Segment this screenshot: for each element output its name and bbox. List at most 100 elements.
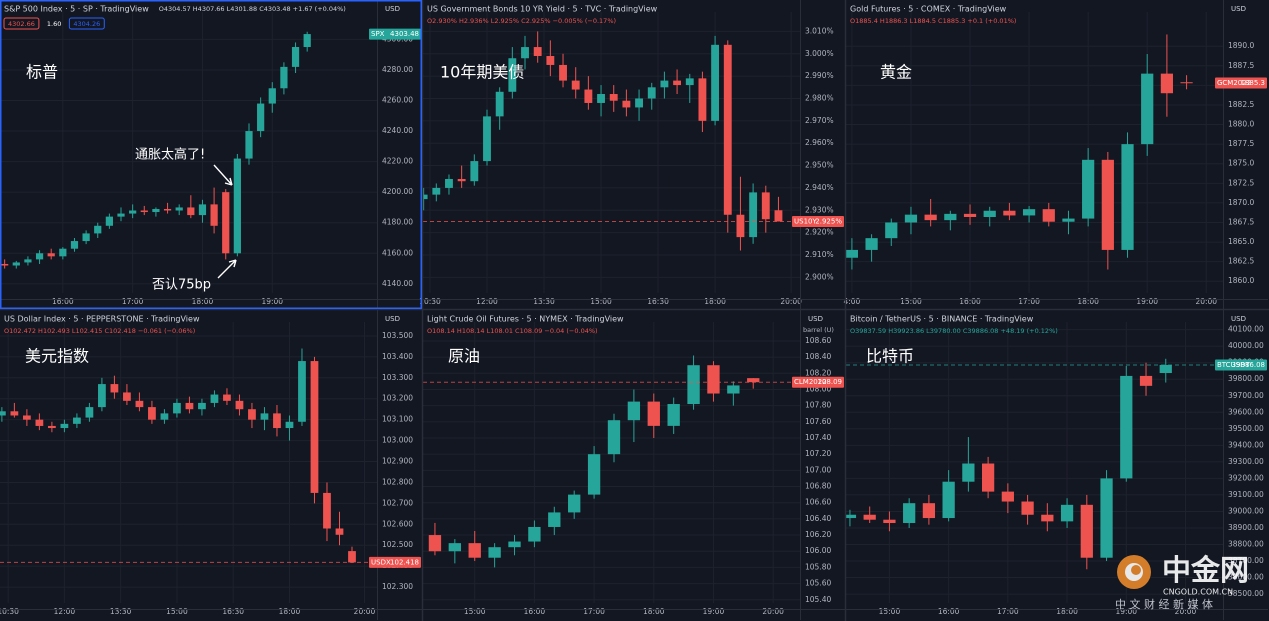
candles [846, 34, 1193, 270]
candle-body [922, 503, 936, 519]
active-panel-border [0, 0, 422, 309]
x-tick-label: 17:00 [1018, 297, 1040, 306]
candle-body [94, 225, 102, 234]
y-tick-label: 1872.5 [1228, 178, 1254, 187]
y-tick-label: 39000.00 [1228, 506, 1264, 515]
candle-body [222, 192, 230, 254]
ohlc-readout: O2.930% H2.936% L2.925% C2.925% −0.005% … [427, 17, 616, 25]
candle-body [291, 47, 300, 67]
price-tag-symbol: CLM2022 [794, 378, 827, 386]
y-tick-label: 1882.5 [1228, 100, 1254, 109]
candle-body [883, 519, 896, 524]
candle-body [983, 210, 996, 218]
candle-body [235, 400, 244, 410]
candle-body [942, 481, 955, 519]
candle-body [117, 213, 125, 217]
x-tick-label: 17:00 [122, 297, 144, 306]
annotation: 否认75bp [152, 278, 211, 293]
y-tick-label: 106.80 [805, 482, 831, 491]
x-tick-label: 16:00 [524, 607, 546, 616]
y-tick-label: 38800.00 [1228, 539, 1264, 548]
candle-body [1080, 504, 1093, 558]
y-tick-label: 2.950% [805, 161, 834, 170]
candle-body [627, 401, 641, 421]
y-tick-label: 4240.00 [382, 126, 413, 135]
x-tick-label: 13:30 [110, 607, 132, 616]
currency: USD [1231, 315, 1246, 323]
instrument-label: 标普 [26, 63, 58, 82]
candle-body [298, 361, 306, 422]
y-tick-label: 102.600 [382, 519, 413, 528]
candle-body [698, 78, 707, 121]
candle-body [727, 385, 740, 394]
candle-body [140, 210, 148, 213]
candles [1, 31, 311, 269]
x-tick-label: 18:00 [279, 607, 301, 616]
y-tick-label: 1860.0 [1228, 276, 1254, 285]
price-chip [3, 17, 40, 30]
currency: USD [1231, 5, 1246, 13]
candle-body [1021, 501, 1034, 515]
chart-panel: 4140.00 4160.00 4180.00 4200.00 4220.00 4240.… [0, 0, 422, 310]
candle-body [546, 56, 555, 65]
y-tick-label: 1865.0 [1228, 237, 1254, 246]
x-tick-label: 20:00 [354, 607, 376, 616]
candles [0, 348, 356, 564]
y-tick-label: 38600.00 [1228, 573, 1264, 582]
price-chip-text: 1.60 [47, 20, 61, 28]
candle-body [584, 89, 593, 103]
candle-body [260, 413, 269, 420]
candle-body [559, 64, 567, 81]
candle-body [257, 103, 265, 132]
instrument-label: 黄金 [880, 63, 912, 82]
candle-body [528, 526, 541, 542]
y-tick-label: 39700.00 [1228, 391, 1264, 400]
y-tick-label: 4140.00 [382, 279, 413, 288]
candle-body [1139, 375, 1153, 386]
y-tick-label: 106.20 [805, 530, 831, 539]
candle-body [1022, 209, 1036, 216]
y-tick-label: 2.920% [805, 228, 834, 237]
candle-body [521, 47, 529, 59]
y-tick-label: 1887.5 [1228, 61, 1254, 70]
candle-body [774, 210, 783, 222]
candle-body [863, 514, 876, 520]
y-tick-label: 103.200 [382, 394, 413, 403]
candle-body [310, 361, 319, 493]
candle-body [10, 411, 19, 416]
candle-body [268, 88, 276, 104]
y-tick-label: 108.40 [805, 352, 831, 361]
candle-body [233, 158, 241, 254]
candle-body [647, 401, 660, 426]
price-tag [369, 556, 421, 568]
y-tick-label: 2.940% [805, 183, 834, 192]
x-tick-label: 16:30 [647, 297, 669, 306]
x-tick-label: 20:00 [780, 297, 802, 306]
x-tick-label: 18:00 [643, 607, 665, 616]
y-tick-label: 108.20 [805, 368, 831, 377]
candle-body [163, 208, 172, 211]
y-tick-label: 102.900 [382, 457, 413, 466]
y-tick-label: 39500.00 [1228, 424, 1264, 433]
candle-body [981, 463, 995, 492]
instrument-label: 比特币 [866, 347, 914, 366]
x-tick-label: 12:00 [54, 607, 76, 616]
candle-body [647, 87, 656, 99]
candle-body [348, 551, 356, 563]
candle-body [885, 222, 898, 239]
y-tick-label: 105.40 [805, 595, 831, 604]
candle-body [432, 187, 441, 195]
y-tick-label: 1862.5 [1228, 257, 1254, 266]
chart-panel: 38500.00 38600.00 38700.00 38800.00 38900.00… [846, 310, 1268, 620]
candle-body [1101, 159, 1114, 250]
candle-body [285, 421, 294, 429]
y-tick-label: 39800.00 [1228, 374, 1264, 383]
price-tag [1215, 77, 1267, 89]
candle-body [152, 208, 160, 213]
candle-body [60, 423, 69, 429]
candle-body [508, 541, 521, 548]
price-tag [1215, 359, 1267, 371]
candle-body [548, 512, 561, 527]
price-chip [68, 17, 105, 30]
price-chip-text: 4302.66 [8, 20, 35, 28]
